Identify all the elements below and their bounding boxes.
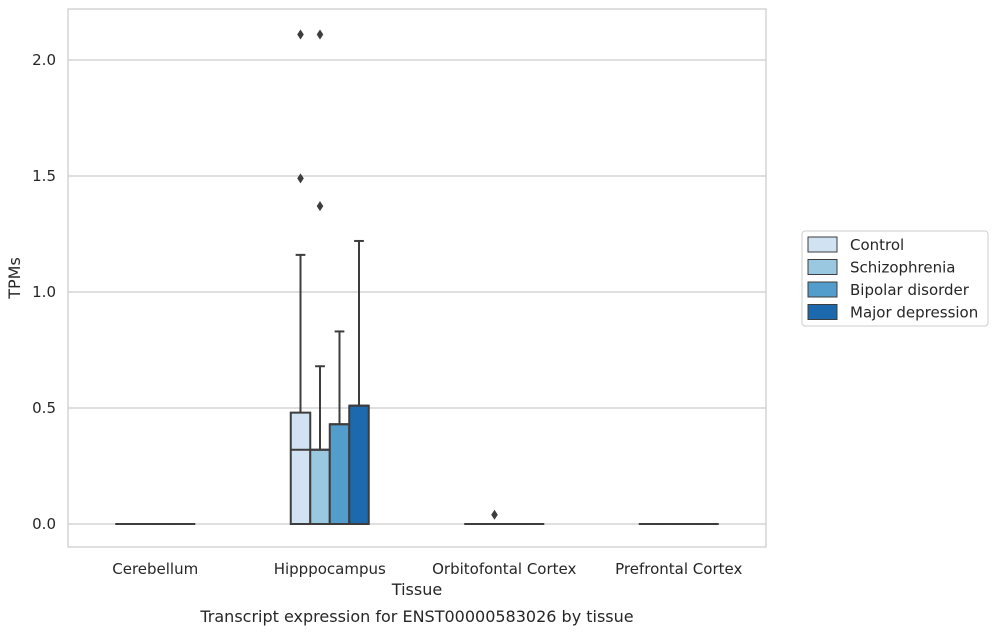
y-tick-label: 1.5	[32, 167, 56, 185]
gridlines	[68, 59, 766, 525]
legend-swatch	[807, 236, 838, 253]
box	[289, 29, 312, 526]
box	[483, 509, 506, 526]
outlier-point	[297, 173, 304, 184]
legend-swatch	[807, 304, 838, 320]
y-tick-label: 2.0	[32, 51, 56, 69]
x-tick-label: Cerebellum	[112, 560, 198, 578]
plot-area-frame	[67, 8, 767, 548]
x-tick-label: Prefrontal Cortex	[615, 560, 742, 578]
y-tick-label: 0.5	[32, 399, 56, 417]
box-body	[309, 448, 331, 526]
legend-frame	[801, 230, 989, 327]
box	[348, 239, 370, 525]
y-axis-label: TPMs	[5, 257, 24, 300]
x-tick-label: Orbitofontal Cortex	[432, 560, 576, 578]
box	[309, 29, 331, 526]
outlier-point	[316, 201, 324, 212]
y-axis-ticks: 0.0 0.5 1.0 1.5 2.0	[32, 51, 56, 533]
x-tick-label: Hipppocampus	[274, 560, 386, 578]
legend-label: Control	[850, 236, 904, 254]
box-body	[348, 404, 370, 525]
legend-label: Schizophrenia	[850, 259, 955, 277]
y-tick-label: 1.0	[32, 283, 56, 301]
legend-swatch	[807, 281, 838, 298]
outlier-point	[297, 29, 304, 40]
x-axis-label: Tissue	[391, 580, 442, 599]
outlier-point	[316, 29, 324, 40]
box-body	[328, 423, 351, 525]
x-axis-ticks: Cerebellum Hipppocampus Orbitofontal Corte…	[112, 560, 742, 578]
y-tick-label: 0.0	[32, 515, 56, 533]
box-body	[289, 411, 312, 526]
chart-caption: Transcript expression for ENST0000058302…	[199, 607, 633, 626]
outlier-point	[491, 509, 498, 520]
legend-label: Bipolar disorder	[850, 281, 970, 299]
legend-label: Major depression	[850, 304, 978, 322]
box-series	[115, 29, 719, 526]
box	[328, 330, 351, 525]
legend-swatch	[807, 259, 838, 275]
legend: Control Schizophrenia Bipolar disorder Majo…	[801, 230, 989, 327]
